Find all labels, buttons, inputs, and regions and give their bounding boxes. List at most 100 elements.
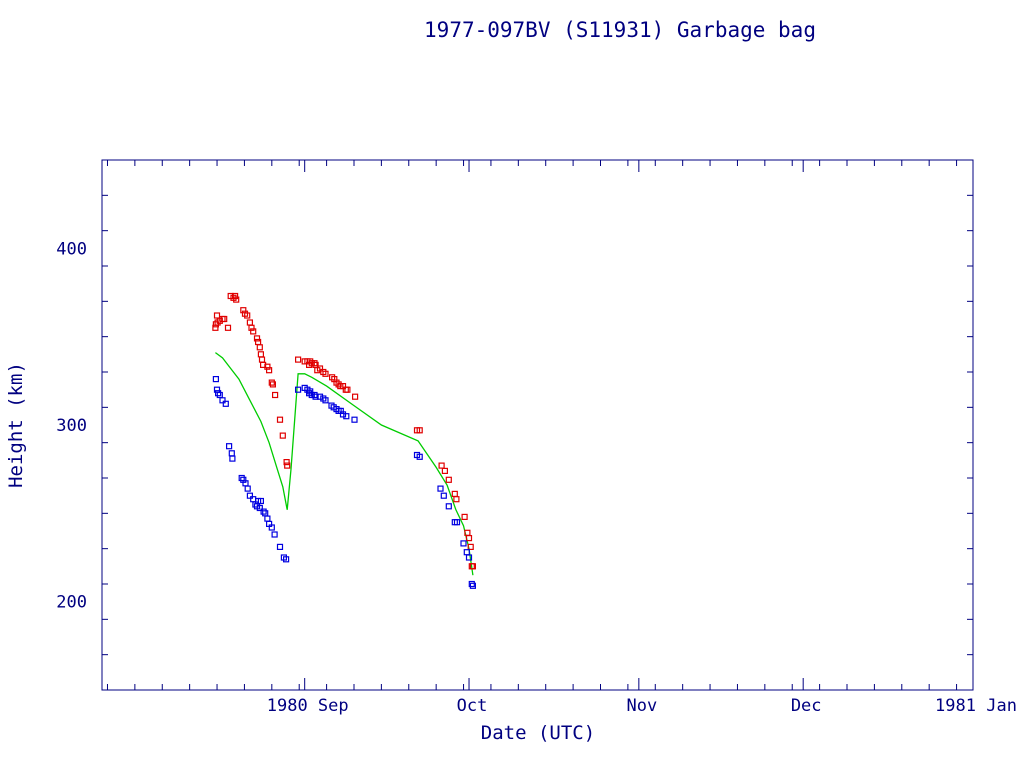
perigee-point — [463, 549, 470, 556]
perigee-point — [212, 376, 219, 383]
perigee-point — [246, 492, 253, 499]
perigee-point — [264, 515, 271, 522]
apogee-point — [269, 381, 276, 388]
x-tick-label: Nov — [626, 696, 657, 716]
apogee-point — [246, 319, 253, 326]
perigee-point — [453, 519, 461, 526]
x-tick-label: 1980 Sep — [267, 696, 349, 716]
perigee-point — [437, 485, 444, 492]
apogee-point — [344, 386, 351, 393]
perigee-point — [215, 390, 222, 397]
apogee-point — [465, 534, 473, 542]
perigee-point — [216, 391, 223, 399]
perigee-point — [469, 582, 476, 589]
perigee-point — [244, 485, 251, 492]
x-axis-label: Date (UTC) — [481, 722, 595, 744]
apogee-point — [248, 324, 255, 331]
apogee-point — [469, 563, 476, 570]
apogee-point — [461, 513, 468, 521]
apogee-point — [416, 427, 423, 434]
x-tick-label: Dec — [791, 696, 822, 716]
mean-line — [215, 352, 474, 576]
perigee-point — [416, 453, 423, 460]
apogee-point — [322, 370, 329, 377]
apogee-point — [257, 351, 264, 358]
apogee-point — [316, 365, 324, 372]
perigee-point — [465, 554, 473, 561]
y-tick-label: 300 — [56, 416, 87, 436]
apogee-point — [284, 462, 291, 469]
apogee-point — [240, 307, 247, 314]
x-tick-label: 1981 Jan — [935, 696, 1017, 716]
apogee-point — [295, 356, 302, 363]
x-tick-labels: 1980 Sep Oct Nov Dec 1981 Jan — [267, 696, 1017, 716]
apogee-point — [467, 543, 474, 551]
y-tick-label: 400 — [56, 239, 87, 259]
perigee-point — [271, 531, 278, 538]
apogee-point — [279, 432, 286, 439]
perigee-point — [445, 503, 452, 510]
perigee-point — [226, 443, 233, 450]
apogee-point — [213, 312, 221, 319]
perigee-point — [295, 386, 302, 393]
apogee-point — [311, 360, 318, 367]
plot-frame — [101, 159, 974, 691]
perigee-point — [228, 450, 235, 457]
apogee-point — [453, 496, 460, 503]
apogee-point — [276, 416, 284, 423]
perigee-point — [250, 496, 257, 503]
apogee-point — [441, 467, 448, 474]
perigee-point — [238, 474, 245, 482]
perigee-point — [307, 388, 314, 395]
perigee-point — [256, 504, 263, 512]
apogee-point — [244, 312, 251, 319]
perigee-point — [262, 510, 269, 517]
axis-ticks — [102, 159, 974, 691]
perigee-point — [343, 413, 350, 420]
perigee-point — [339, 411, 347, 418]
apogee-point — [268, 379, 275, 386]
perigee-point — [322, 397, 329, 404]
y-axis-label: Height (km) — [5, 362, 27, 488]
perigee-point — [351, 416, 358, 423]
apogee-point — [224, 324, 232, 331]
apogee-point — [451, 490, 458, 497]
apogee-point — [307, 358, 314, 365]
y-tick-labels: 200 300 400 — [56, 239, 87, 612]
perigee-point — [257, 497, 264, 505]
perigee-point — [276, 543, 284, 551]
apogee-point — [232, 292, 239, 300]
apogee-point — [260, 361, 267, 368]
y-tick-label: 200 — [56, 593, 87, 613]
x-tick-label: Oct — [457, 696, 488, 716]
apogee-point — [272, 391, 279, 399]
perigee-point — [460, 540, 467, 547]
perigee-point — [468, 580, 475, 588]
perigee-point — [219, 397, 226, 404]
apogee-point — [212, 321, 219, 328]
perigee-point — [222, 400, 229, 407]
chart-title: 1977-097BV (S11931) Garbage bag — [424, 18, 816, 42]
apogee-point — [233, 296, 240, 303]
apogee-point — [283, 459, 290, 466]
apogee-point — [221, 315, 228, 323]
mean-height-series — [215, 352, 474, 576]
perigee-point — [283, 556, 290, 563]
apogee-point — [264, 363, 271, 370]
perigee-point — [440, 492, 447, 499]
apogee-point — [250, 328, 257, 335]
perigee-point — [229, 455, 236, 462]
perigee-point — [312, 393, 319, 400]
apogee-point — [258, 356, 266, 363]
apogee-point — [253, 335, 261, 342]
perigee-point — [260, 508, 267, 515]
perigee-point — [316, 393, 324, 400]
apogee-point — [256, 344, 263, 351]
apogee-point — [438, 462, 445, 469]
perigee-point — [268, 524, 275, 531]
data-point-series — [212, 292, 476, 589]
apogee-point — [352, 393, 359, 400]
apogee-point — [266, 367, 273, 374]
